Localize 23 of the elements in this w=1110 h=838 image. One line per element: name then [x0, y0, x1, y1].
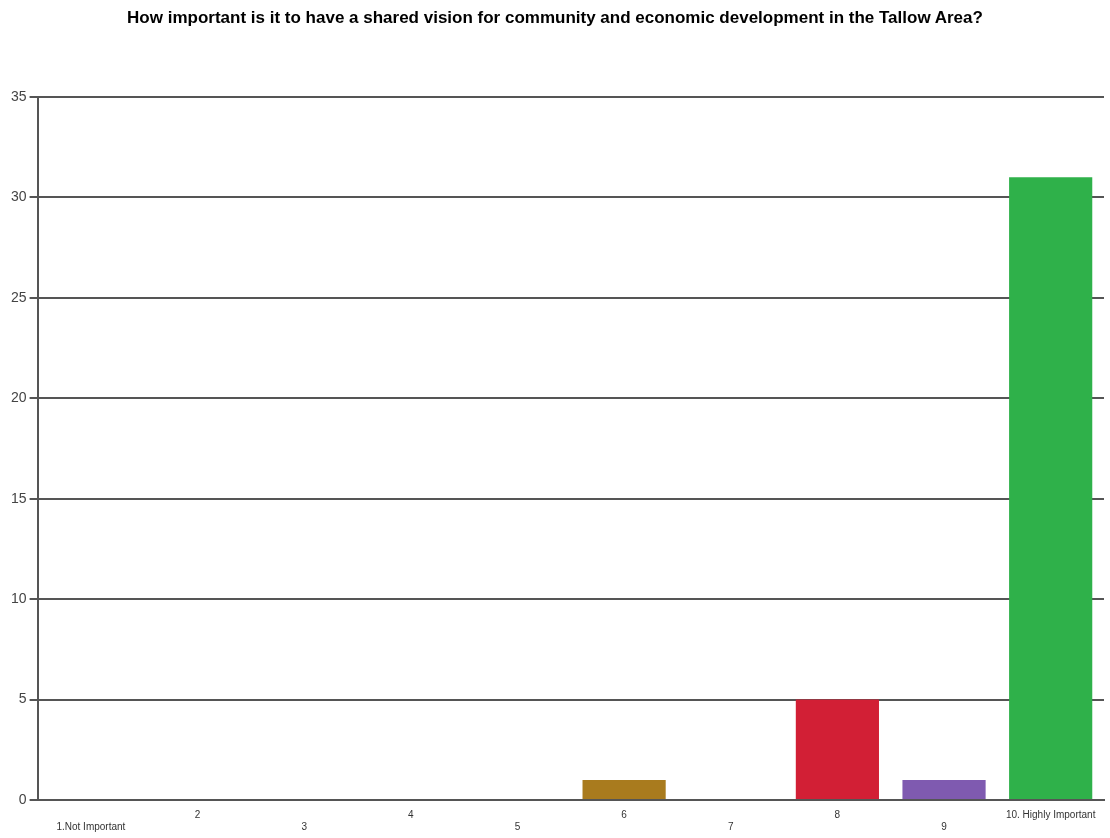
y-tick-label: 20: [10, 389, 27, 406]
y-tick-label: 35: [10, 87, 27, 104]
bar: [902, 779, 986, 799]
x-tick-label: 5: [514, 820, 521, 832]
x-tick-label: 8: [834, 808, 841, 820]
x-tick-label: 6: [621, 808, 628, 820]
x-tick-label: 3: [301, 820, 308, 832]
x-tick-label: 4: [408, 808, 415, 820]
x-tick-label: 7: [727, 820, 734, 832]
chart-title: How important is it to have a shared vision for community and economic development in the Tallow Area?: [126, 8, 984, 28]
x-tick-label: 9: [941, 820, 948, 832]
bar: [1009, 177, 1093, 799]
y-tick-label: 30: [10, 188, 27, 205]
x-tick-label: 2: [194, 808, 201, 820]
y-tick-label: 25: [10, 288, 27, 305]
y-tick-label: 5: [18, 690, 27, 707]
bar: [795, 699, 879, 799]
bar: [582, 779, 666, 799]
y-tick-label: 15: [10, 489, 27, 506]
x-tick-label: 10. Highly Important: [1005, 808, 1096, 820]
y-tick-label: 10: [10, 590, 27, 606]
y-tick-label: 0: [18, 790, 27, 807]
x-tick-label: 1.Not Important: [56, 820, 126, 832]
